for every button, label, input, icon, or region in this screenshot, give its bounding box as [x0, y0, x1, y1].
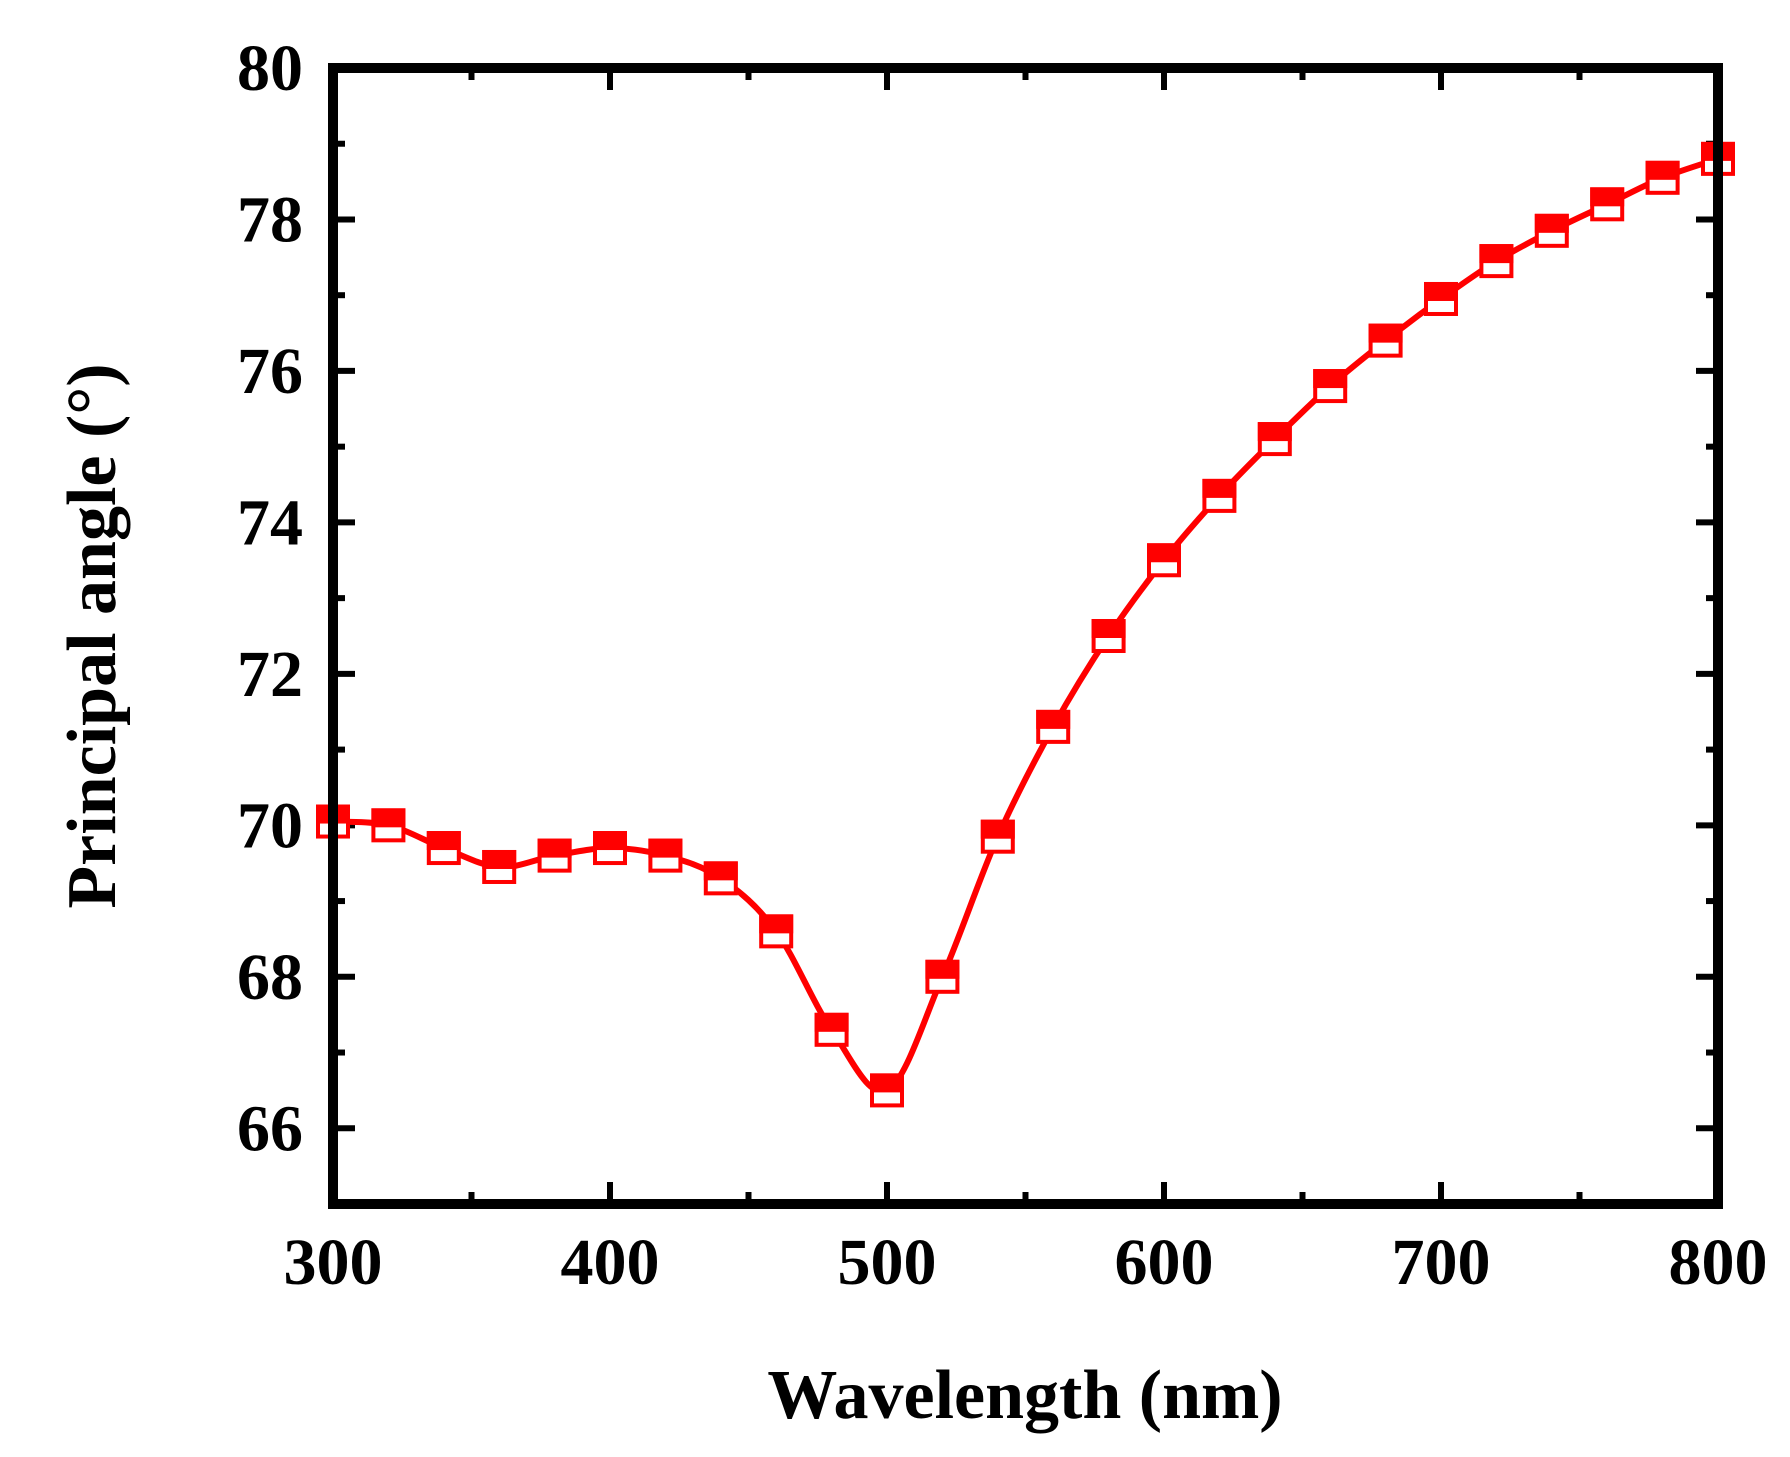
data-point-marker — [870, 1073, 904, 1108]
y-tick-label: 72 — [237, 638, 303, 711]
x-tick-label: 500 — [838, 1226, 937, 1299]
data-point-marker — [537, 838, 572, 873]
plot-frame — [328, 63, 1723, 1209]
data-point-marker — [482, 849, 517, 884]
y-tick-label: 76 — [237, 335, 303, 408]
data-point-marker — [1202, 478, 1237, 513]
data-point-marker — [925, 959, 960, 994]
data-point-marker — [703, 861, 738, 896]
markers-layer — [316, 141, 1735, 1108]
ticks-layer — [330, 65, 1721, 1207]
data-point-marker — [1147, 543, 1181, 578]
y-tick-label: 74 — [237, 486, 303, 559]
data-point-marker — [1257, 422, 1292, 457]
x-tick-label: 600 — [1115, 1226, 1214, 1299]
y-axis-title: Principal angle (°) — [54, 363, 131, 908]
data-point-marker — [1036, 709, 1071, 744]
series-layer — [332, 156, 1719, 1095]
data-point-marker — [759, 914, 794, 949]
data-point-marker — [1479, 244, 1514, 279]
data-point-marker — [1424, 281, 1458, 316]
data-point-marker — [1313, 369, 1348, 404]
x-tick-label: 400 — [561, 1226, 660, 1299]
y-tick-label: 66 — [237, 1092, 303, 1165]
y-tick-label: 70 — [237, 789, 303, 862]
data-point-marker — [593, 831, 627, 866]
data-point-marker — [1534, 213, 1569, 248]
data-point-marker — [648, 838, 683, 873]
data-point-marker — [1645, 160, 1680, 195]
series-line — [332, 156, 1719, 1095]
x-tick-label: 800 — [1669, 1226, 1768, 1299]
x-tick-label: 700 — [1392, 1226, 1491, 1299]
data-point-marker — [814, 1012, 849, 1047]
y-tick-label: 78 — [237, 183, 303, 256]
labels-layer: 300 400 500 600 700 800 66 68 70 72 74 76 78 80 — [237, 32, 1768, 1299]
data-point-marker — [371, 808, 406, 843]
data-point-marker — [1091, 619, 1126, 653]
y-tick-label: 68 — [237, 941, 303, 1014]
x-tick-label: 300 — [284, 1226, 383, 1299]
y-tick-label: 80 — [237, 32, 303, 105]
data-point-marker — [426, 831, 461, 866]
data-point-marker — [980, 819, 1015, 854]
x-axis-title: Wavelength (nm) — [767, 1357, 1282, 1434]
data-point-marker — [1590, 187, 1625, 222]
data-point-marker — [1368, 323, 1403, 358]
